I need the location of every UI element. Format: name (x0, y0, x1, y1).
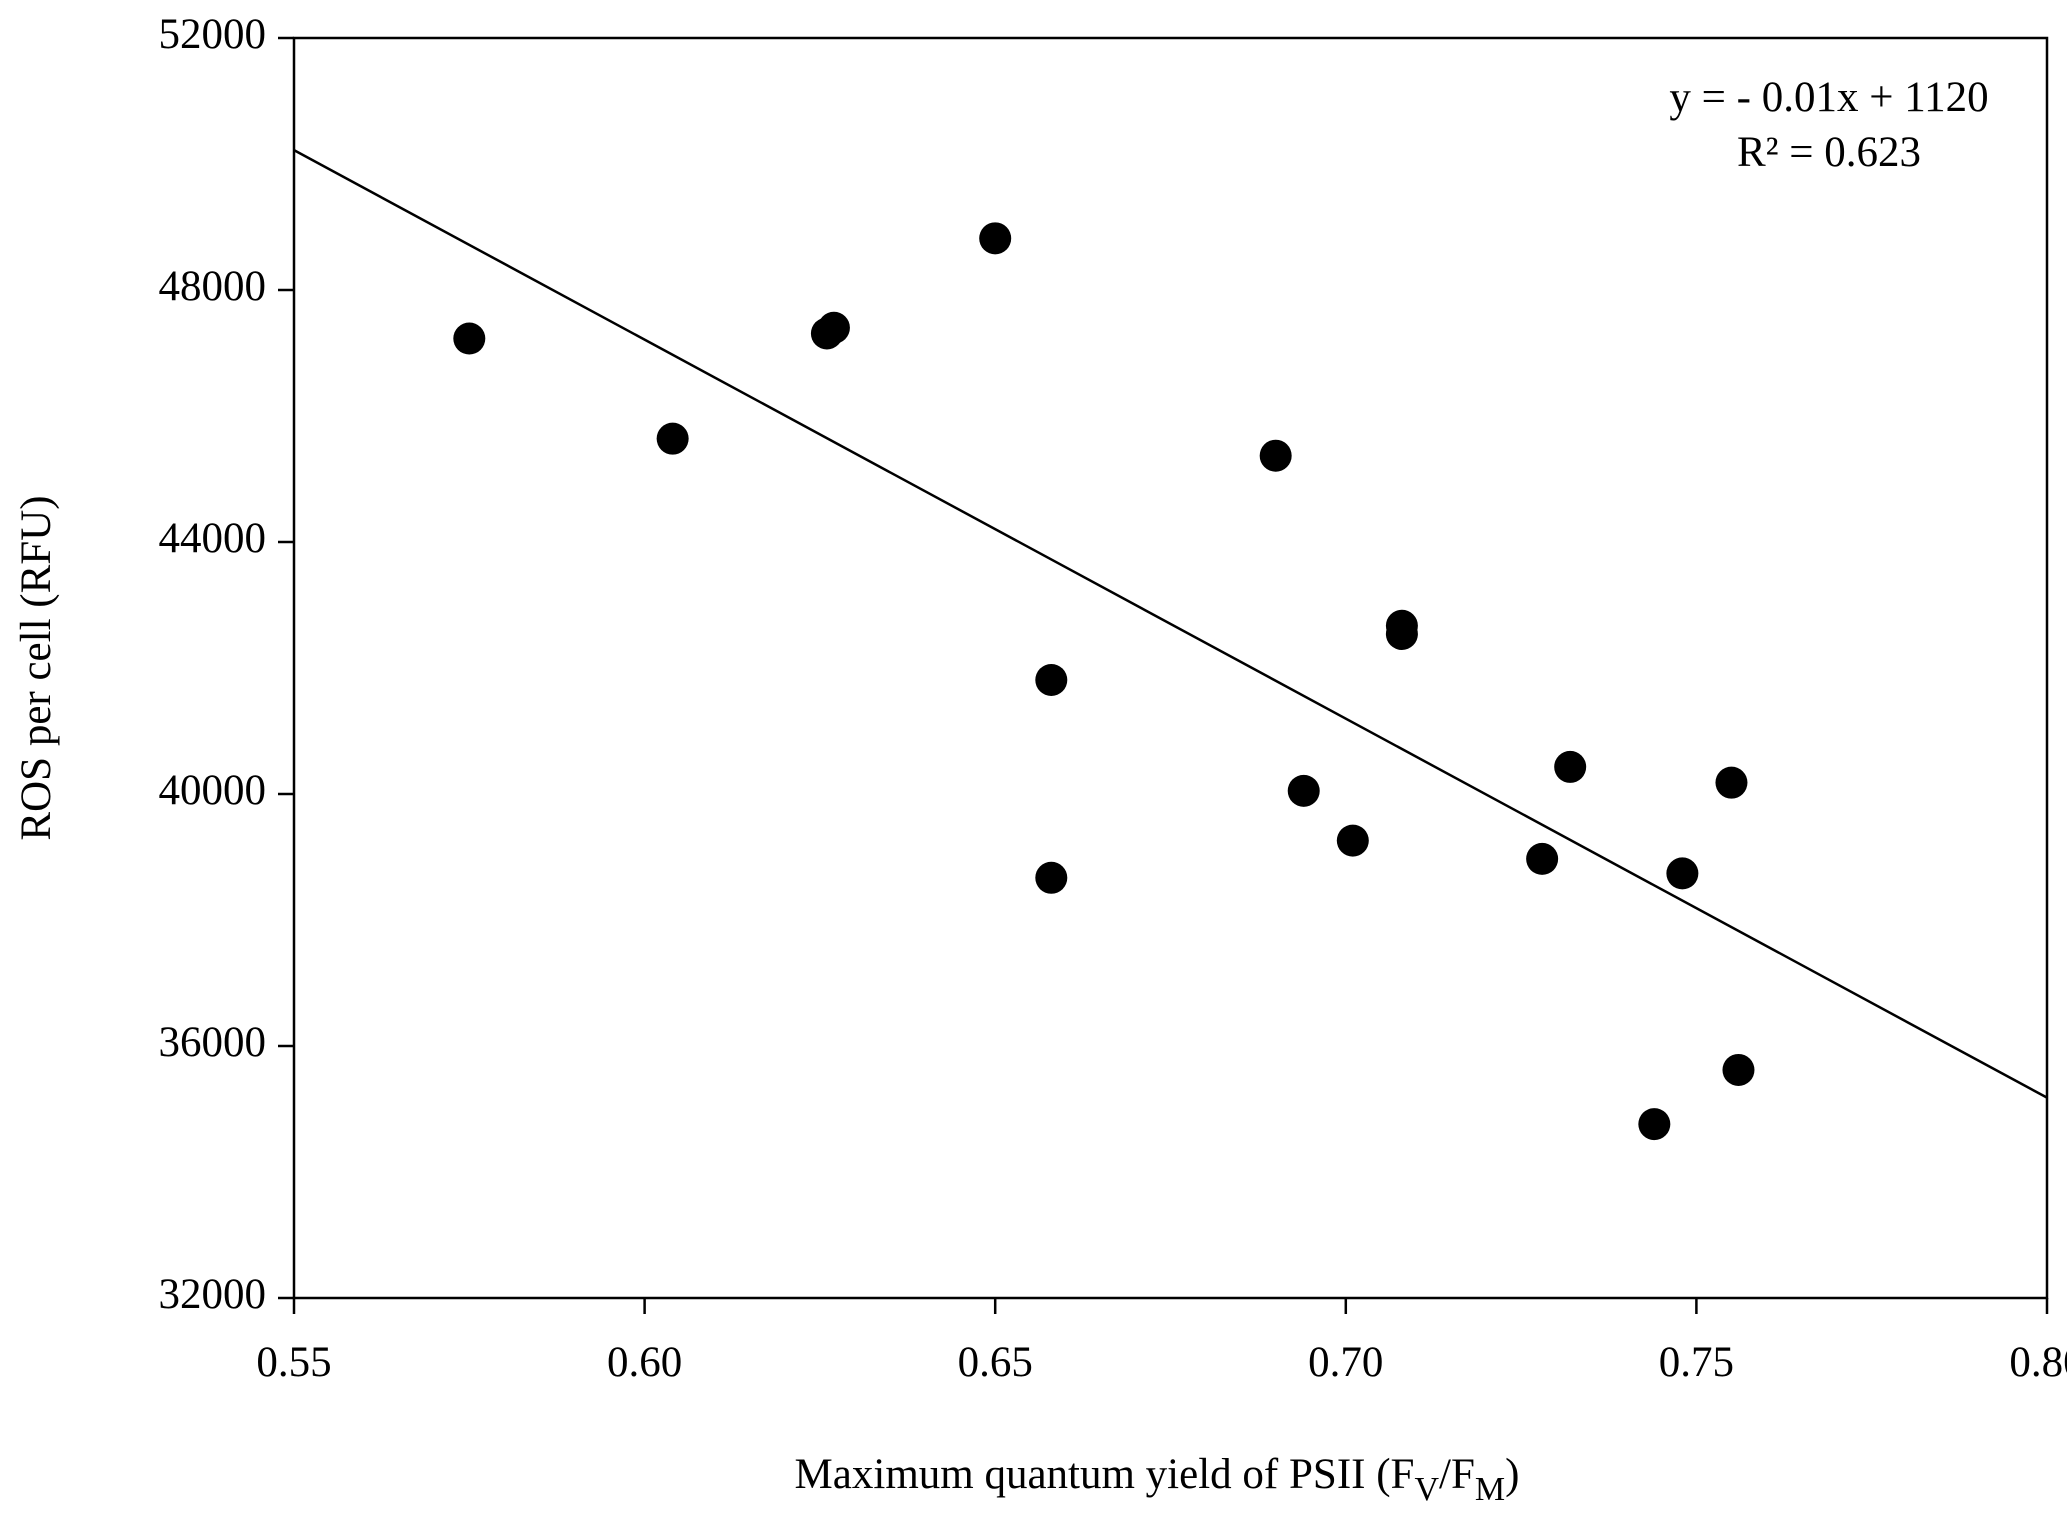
x-axis-label: Maximum quantum yield of PSII (FV/FM) (795, 1451, 1520, 1508)
y-tick-label: 40000 (159, 767, 267, 814)
x-tick-label: 0.70 (1308, 1339, 1383, 1386)
x-label-part: /F (1439, 1451, 1475, 1498)
x-tick-label: 0.55 (256, 1339, 331, 1386)
x-tick-label: 0.80 (2009, 1339, 2067, 1386)
data-point (979, 222, 1012, 255)
data-point (817, 311, 850, 344)
data-point (1259, 439, 1292, 472)
y-tick-label: 48000 (159, 263, 267, 310)
data-point (1035, 663, 1068, 696)
y-tick-label: 44000 (159, 515, 267, 562)
data-point (1336, 824, 1369, 857)
data-point (1554, 750, 1587, 783)
trend-line (293, 149, 2048, 1099)
y-tick-label: 32000 (159, 1271, 267, 1318)
data-point (1287, 774, 1320, 807)
data-point (1722, 1053, 1755, 1086)
x-tick-label: 0.60 (607, 1339, 682, 1386)
x-label-sub: V (1414, 1471, 1439, 1508)
x-tick-label: 0.75 (1659, 1339, 1734, 1386)
x-tick-label: 0.65 (958, 1339, 1033, 1386)
data-point (1666, 857, 1699, 890)
x-label-part: Maximum quantum yield of PSII (F (795, 1451, 1415, 1498)
data-point (1526, 842, 1559, 875)
data-point (656, 422, 689, 455)
y-tick-label: 52000 (159, 11, 267, 58)
data-point (453, 322, 486, 355)
y-tick-label: 36000 (159, 1019, 267, 1066)
data-point (1385, 617, 1418, 650)
data-point (1035, 861, 1068, 894)
data-point (1638, 1108, 1671, 1141)
r-squared: R² = 0.623 (1737, 129, 1921, 176)
y-axis-label: ROS per cell (RFU) (13, 495, 60, 840)
equation: y = - 0.01x + 1120 (1669, 74, 1988, 121)
x-label-sub: M (1475, 1471, 1505, 1508)
x-label-part: ) (1505, 1451, 1519, 1498)
plot-frame (292, 36, 2049, 1300)
data-point (1715, 766, 1748, 799)
